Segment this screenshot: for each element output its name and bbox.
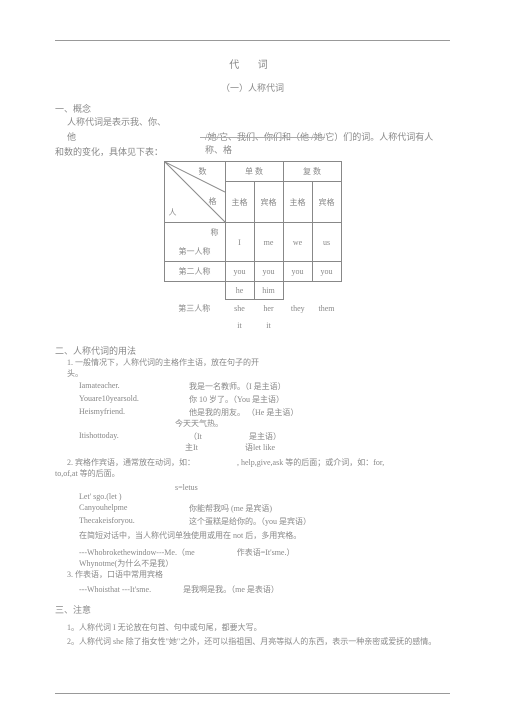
ex3-right-a: 他是我的朋友。 （He 是主语）: [189, 407, 450, 418]
table-row: 称 I me we us: [164, 223, 341, 243]
top-rule: [55, 40, 450, 41]
ex5: Let' sgo.(let ): [79, 492, 450, 501]
table-row: 数 格 人 单 数 复 数: [164, 162, 341, 182]
section-concept: 一、概念: [55, 102, 450, 115]
ex1-left: Iamateacher.: [79, 381, 189, 392]
ex1-right: 我是一名教师。（I 是主语）: [189, 381, 450, 392]
ex6-left: Canyouhelpme: [79, 503, 189, 514]
cell: us: [312, 223, 341, 262]
section-usage: 二、人称代词的用法: [55, 344, 450, 357]
th-subj-p: 主格: [283, 182, 312, 223]
ex10b: 是我啊是我。（me 是表语）: [183, 585, 279, 594]
doc-subtitle: （一）人称代词: [55, 81, 450, 94]
cell: she: [225, 300, 254, 318]
usage-1b: 头。: [67, 368, 450, 379]
th-plural: 复 数: [283, 162, 341, 182]
pronoun-table: 数 格 人 单 数 复 数 主格 宾格 主格 宾格 称 I me we us 第…: [164, 161, 342, 334]
diag-num: 数: [199, 166, 207, 177]
usage-2c: to,of,at 等的后面。: [55, 468, 450, 479]
ex4-right-2a: 主It: [185, 442, 245, 453]
ex7-right: 这个蛋糕是给你的。（you 是宾语）: [189, 516, 450, 527]
cell: it: [225, 317, 254, 334]
ex3-right-b: 今天天气热。: [175, 418, 450, 429]
table-row: 第二人称 you you you you: [164, 262, 341, 282]
doc-title: 代 词: [55, 56, 450, 71]
cell: them: [312, 282, 341, 335]
th-obj-s: 宾格: [254, 182, 283, 223]
cell-p2: 第二人称: [164, 262, 225, 282]
ex10a: ---Whoisthat ---It'sme.: [79, 585, 151, 594]
concept-line2b: /她/它、我们、你们和（他 /她/它）们的词。人称代词有人称、格: [205, 130, 450, 156]
cell: you: [283, 262, 312, 282]
usage-2b: , help,give,ask 等的后面；或介词，如：for,: [237, 458, 384, 467]
diag-case: 格: [209, 196, 217, 207]
table-row: 第三人称 he him they them: [164, 282, 341, 300]
ex6-right: 你能帮我吗 (me 是宾语): [189, 503, 450, 514]
cell: I: [225, 223, 254, 262]
cell: we: [283, 223, 312, 262]
cell: him: [254, 282, 283, 300]
cell: they: [283, 282, 312, 335]
cell: you: [312, 262, 341, 282]
ex2-left: Youare10yearsold.: [79, 394, 189, 405]
concept-line1: 人称代词是表示我、你、: [67, 115, 450, 128]
cell-person-suffix: 称: [164, 223, 225, 243]
ex2-right: 你 10 岁了。（You 是主语）: [189, 394, 450, 405]
cell: her: [254, 300, 283, 318]
cell: you: [225, 262, 254, 282]
th-singular: 单 数: [225, 162, 283, 182]
usage-2a: 2. 宾格作宾语，通常放在动词，如：: [67, 458, 195, 467]
ex9: Whynotme(为什么不是我）: [79, 558, 450, 569]
cell-p3: 第三人称: [164, 282, 225, 335]
note-1: 1。人称代词 I 无论放在句首、句中或句尾，都要大写。: [67, 622, 450, 633]
ex3-left: Heismyfriend.: [79, 407, 189, 418]
cell-p1: 第一人称: [164, 242, 225, 262]
usage-3: 在简短对话中，当人称代词单独使用或用在 not 后，多用宾格。: [79, 530, 450, 541]
usage-4: 3. 作表语，口语中常用宾格: [67, 569, 450, 580]
th-obj-p: 宾格: [312, 182, 341, 223]
section-notes: 三、注意: [55, 603, 450, 616]
usage-1a: 1. 一般情况下，人称代词的主格作主语，放在句子的开: [67, 357, 450, 368]
ex8a: ---Whobrokethewindow---Me.（me: [79, 548, 195, 557]
ex7-left: Thecakeisforyou.: [79, 516, 189, 527]
bottom-rule: [55, 693, 450, 694]
diag-person: 人: [169, 207, 177, 218]
concept-line2a: 他: [67, 132, 76, 142]
ex4-right-b: 是主语）: [249, 431, 281, 442]
ex4-left: Itishottoday.: [79, 431, 189, 442]
cell: me: [254, 223, 283, 262]
eq: s=letus: [175, 483, 450, 492]
diag-cell: 数 格 人: [164, 162, 225, 223]
cell: he: [225, 282, 254, 300]
cell: it: [254, 317, 283, 334]
ex4-right-2b: 语let like: [245, 442, 275, 453]
th-subj-s: 主格: [225, 182, 254, 223]
ex4-right-a: （It: [189, 431, 249, 442]
ex8b: 作表语=It'sme.）: [237, 548, 295, 557]
cell: you: [254, 262, 283, 282]
note-2: 2。人称代词 she 除了指女性"她"之外，还可以指祖国、月亮等拟人的东西，表示…: [67, 636, 450, 647]
